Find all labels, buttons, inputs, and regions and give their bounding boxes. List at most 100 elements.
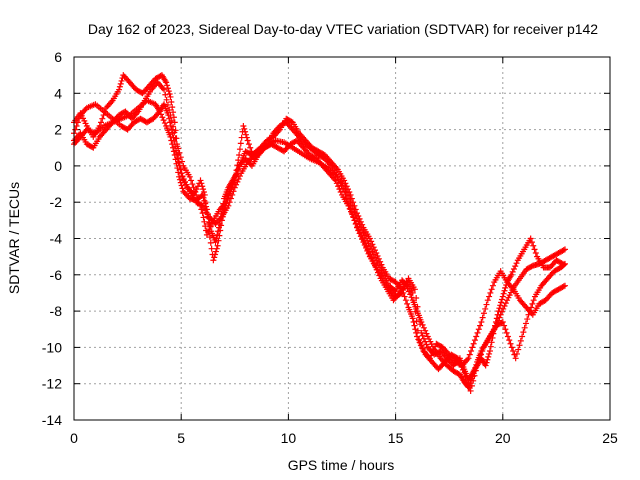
data-point (193, 191, 200, 198)
data-point (202, 223, 209, 230)
data-point (354, 210, 361, 217)
data-point (423, 330, 430, 337)
data-point (413, 295, 420, 302)
data-point (510, 265, 517, 272)
data-point (367, 252, 374, 259)
data-point (223, 199, 230, 206)
data-point (479, 314, 486, 321)
data-point (561, 261, 568, 268)
data-point (501, 287, 508, 294)
data-point (101, 108, 108, 115)
data-point (485, 353, 492, 360)
data-point (177, 166, 184, 173)
y-tick-label: -12 (42, 376, 62, 392)
data-point (476, 355, 483, 362)
data-point (502, 284, 509, 291)
data-point (236, 146, 243, 153)
series-track-d (71, 79, 568, 394)
data-point (410, 318, 417, 325)
data-point (419, 332, 426, 339)
data-point (341, 177, 348, 184)
data-point (377, 258, 384, 265)
data-point (372, 263, 379, 270)
data-point (170, 114, 177, 121)
data-point (244, 137, 251, 144)
data-point (350, 199, 357, 206)
data-point (237, 140, 244, 147)
data-point (521, 324, 528, 331)
data-point (236, 173, 243, 180)
data-point (212, 239, 219, 246)
data-point (428, 352, 435, 359)
data-point (199, 210, 206, 217)
data-point (171, 119, 178, 126)
data-point (355, 212, 362, 219)
data-point (353, 220, 360, 227)
data-point (359, 221, 366, 228)
data-point (507, 340, 514, 347)
data-point (517, 337, 524, 344)
data-point (486, 350, 493, 357)
data-point (186, 173, 193, 180)
data-point (96, 122, 103, 129)
data-point (347, 191, 354, 198)
data-point (336, 186, 343, 193)
data-point (205, 228, 212, 235)
data-point (178, 182, 185, 189)
data-point (415, 312, 422, 319)
data-point (508, 344, 515, 351)
data-point (529, 300, 536, 307)
data-point (530, 242, 537, 249)
data-marks (71, 72, 568, 394)
data-point (453, 354, 460, 361)
data-point (561, 260, 568, 267)
data-point (486, 348, 493, 355)
data-point (457, 361, 464, 368)
data-point (501, 322, 508, 329)
data-point (363, 243, 370, 250)
data-point (469, 344, 476, 351)
data-point (175, 145, 182, 152)
data-point (515, 346, 522, 353)
data-point (202, 199, 209, 206)
data-point (510, 348, 517, 355)
data-point (203, 231, 210, 238)
data-point (197, 202, 204, 209)
x-tick-label: 15 (388, 430, 404, 446)
data-point (513, 350, 520, 357)
data-point (522, 320, 529, 327)
data-point (423, 341, 430, 348)
data-point (502, 300, 509, 307)
data-point (474, 362, 481, 369)
data-point (200, 189, 207, 196)
data-point (206, 226, 213, 233)
data-point (248, 148, 255, 155)
data-point (374, 252, 381, 259)
data-point (241, 125, 248, 132)
data-point (159, 114, 166, 121)
data-point (225, 191, 232, 198)
series-track-c (71, 72, 568, 369)
data-point (179, 158, 186, 165)
y-tick-label: 4 (54, 85, 62, 101)
data-point (212, 251, 219, 258)
data-point (215, 237, 222, 244)
y-tick-label: 6 (54, 49, 62, 65)
data-point (370, 244, 377, 251)
data-point (201, 191, 208, 198)
data-point (224, 195, 231, 202)
data-point (189, 181, 196, 188)
data-point (483, 301, 490, 308)
data-point (470, 377, 477, 384)
data-point (375, 255, 382, 262)
data-point (172, 135, 179, 142)
data-point (499, 293, 506, 300)
data-point (477, 351, 484, 358)
data-point (168, 117, 175, 124)
data-point (401, 293, 408, 300)
data-point (411, 286, 418, 293)
data-point (206, 234, 213, 241)
x-tick-label: 20 (495, 430, 511, 446)
data-point (482, 305, 489, 312)
data-point (238, 134, 245, 141)
